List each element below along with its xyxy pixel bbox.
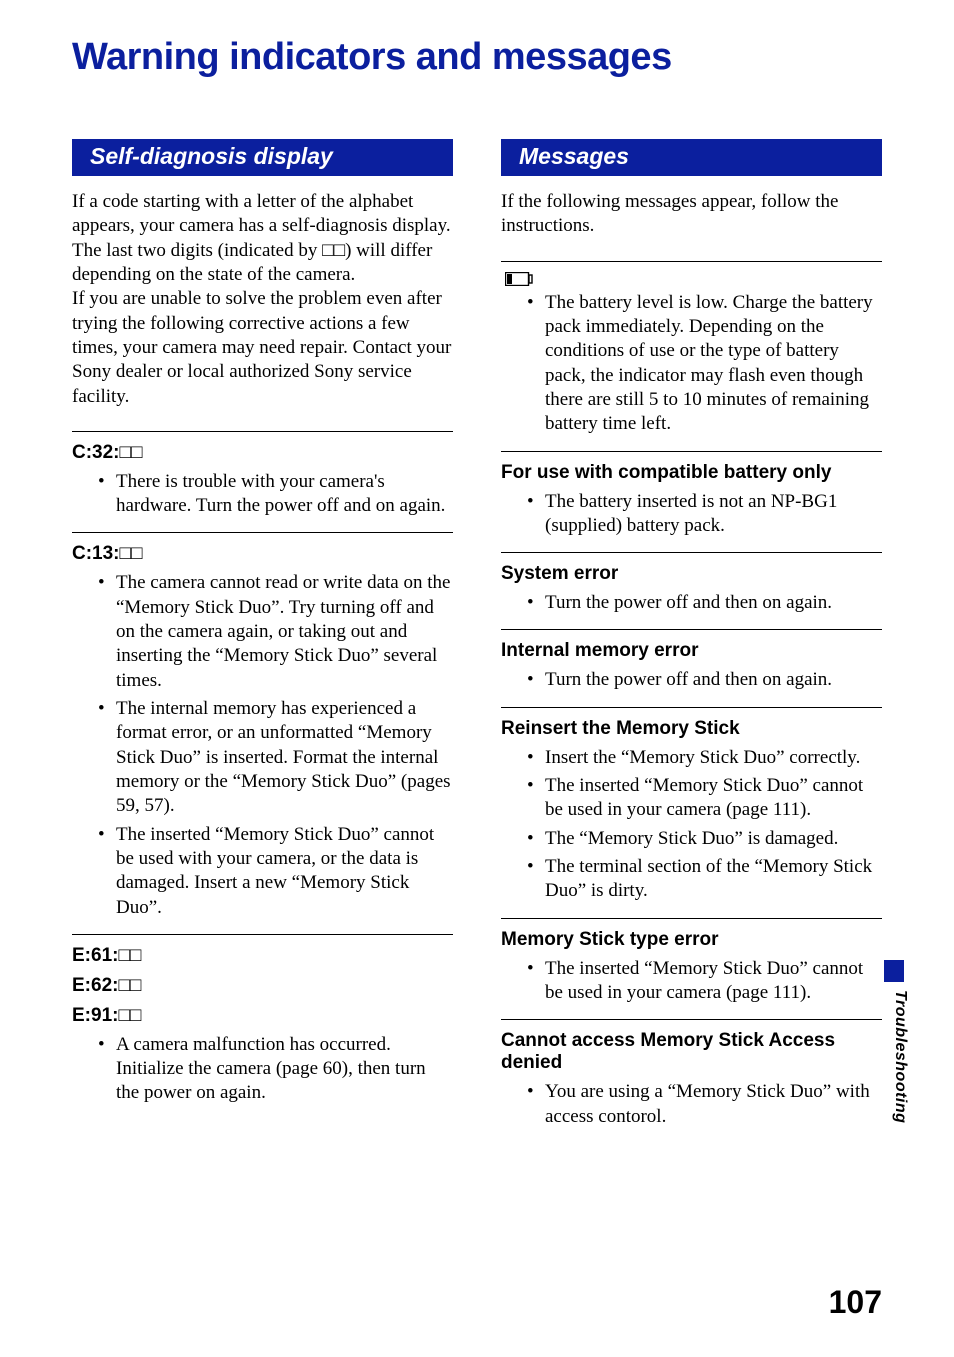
bullet-item: There is trouble with your camera's hard… (116, 470, 453, 519)
right-column: Messages If the following messages appea… (501, 139, 882, 1133)
message-entry: Internal memory error Turn the power off… (501, 629, 882, 692)
message-heading: System error (501, 563, 882, 585)
code-bullets: A camera malfunction has occurred. Initi… (72, 1033, 453, 1106)
message-bullets: You are using a “Memory Stick Duo” with … (501, 1080, 882, 1129)
message-heading: Memory Stick type error (501, 929, 882, 951)
message-bullets: The inserted “Memory Stick Duo” cannot b… (501, 957, 882, 1006)
message-heading: Cannot access Memory Stick Access denied (501, 1030, 882, 1074)
message-heading: For use with compatible battery only (501, 462, 882, 484)
code-bullets: There is trouble with your camera's hard… (72, 470, 453, 519)
left-column: Self-diagnosis display If a code startin… (72, 139, 453, 1133)
page-title: Warning indicators and messages (72, 36, 882, 79)
bullet-item: The “Memory Stick Duo” is damaged. (545, 827, 882, 851)
messages-intro: If the following messages appear, follow… (501, 190, 882, 239)
code-label: E:91:□□ (72, 1005, 453, 1027)
battery-low-icon (505, 272, 533, 286)
message-heading: Internal memory error (501, 640, 882, 662)
bullet-item: The battery level is low. Charge the bat… (545, 291, 882, 437)
code-label: C:32:□□ (72, 442, 453, 464)
bullet-item: You are using a “Memory Stick Duo” with … (545, 1080, 882, 1129)
code-label: C:13:□□ (72, 543, 453, 565)
bullet-item: The inserted “Memory Stick Duo” cannot b… (545, 774, 882, 823)
side-section-label: Troubleshooting (891, 990, 909, 1123)
selfdiag-intro: If a code starting with a letter of the … (72, 190, 453, 409)
content-columns: Self-diagnosis display If a code startin… (72, 139, 882, 1133)
message-entry: System error Turn the power off and then… (501, 552, 882, 615)
code-label: E:61:□□ (72, 945, 453, 967)
code-entry: C:13:□□ The camera cannot read or write … (72, 532, 453, 919)
message-bullets: Turn the power off and then on again. (501, 668, 882, 692)
message-entry: The battery level is low. Charge the bat… (501, 261, 882, 437)
bullet-item: The camera cannot read or write data on … (116, 571, 453, 693)
code-entry: C:32:□□ There is trouble with your camer… (72, 431, 453, 519)
message-bullets: Turn the power off and then on again. (501, 591, 882, 615)
message-entry: Cannot access Memory Stick Access denied… (501, 1019, 882, 1129)
bullet-item: Turn the power off and then on again. (545, 668, 882, 692)
section-heading-messages: Messages (501, 139, 882, 176)
bullet-item: The battery inserted is not an NP-BG1 (s… (545, 490, 882, 539)
side-tab-marker (884, 960, 904, 982)
message-bullets: The battery inserted is not an NP-BG1 (s… (501, 490, 882, 539)
message-heading: Reinsert the Memory Stick (501, 718, 882, 740)
code-entry: E:62:□□ (72, 975, 453, 997)
message-entry: For use with compatible battery only The… (501, 451, 882, 539)
bullet-item: The inserted “Memory Stick Duo” cannot b… (545, 957, 882, 1006)
bullet-item: A camera malfunction has occurred. Initi… (116, 1033, 453, 1106)
bullet-item: The internal memory has experienced a fo… (116, 697, 453, 819)
page-number: 107 (829, 1284, 882, 1321)
message-entry: Reinsert the Memory Stick Insert the “Me… (501, 707, 882, 904)
code-entry: E:91:□□ A camera malfunction has occurre… (72, 1005, 453, 1106)
message-bullets: Insert the “Memory Stick Duo” correctly.… (501, 746, 882, 904)
bullet-item: Turn the power off and then on again. (545, 591, 882, 615)
message-bullets: The battery level is low. Charge the bat… (501, 291, 882, 437)
bullet-item: The terminal section of the “Memory Stic… (545, 855, 882, 904)
code-label: E:62:□□ (72, 975, 453, 997)
message-entry: Memory Stick type error The inserted “Me… (501, 918, 882, 1006)
bullet-item: The inserted “Memory Stick Duo” cannot b… (116, 823, 453, 920)
code-entry: E:61:□□ (72, 934, 453, 967)
bullet-item: Insert the “Memory Stick Duo” correctly. (545, 746, 882, 770)
section-heading-selfdiag: Self-diagnosis display (72, 139, 453, 176)
code-bullets: The camera cannot read or write data on … (72, 571, 453, 919)
